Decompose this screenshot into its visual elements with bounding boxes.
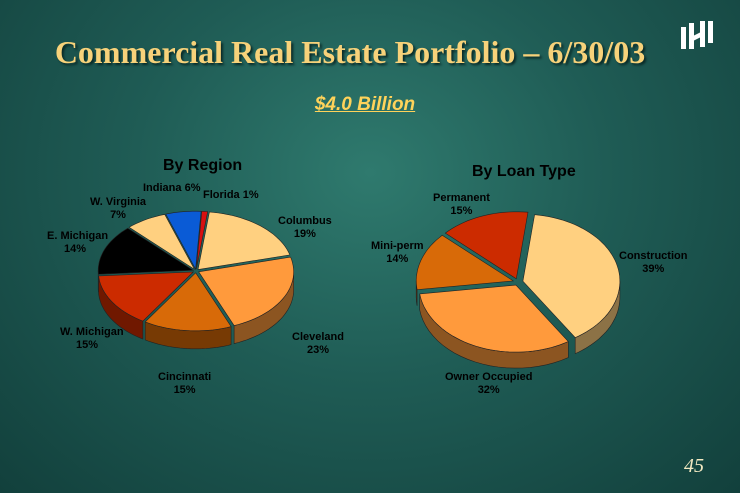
- huntington-logo-icon: [681, 21, 713, 49]
- label-e-michigan: E. Michigan 14%: [47, 230, 109, 255]
- slice-e-michigan: [97, 227, 195, 275]
- label-cincinnati: Cincinnati 15%: [158, 371, 212, 396]
- page-number: 45: [684, 455, 704, 477]
- label-cleveland: Cleveland 23%: [292, 331, 344, 356]
- label-columbus: Columbus 19%: [278, 215, 332, 240]
- loantype-chart-title: By Loan Type: [472, 163, 576, 180]
- region-pie: [97, 210, 295, 350]
- label-w-michigan: W. Michigan 15%: [60, 326, 124, 351]
- label-owner-occupied: Owner Occupied 32%: [445, 371, 533, 396]
- slice-columbus: [197, 211, 291, 270]
- slice-w-virginia: [128, 214, 195, 270]
- slice-florida: [196, 211, 209, 270]
- label-w-virginia: W. Virginia 7%: [90, 196, 147, 221]
- region-chart-title: By Region: [163, 157, 243, 174]
- slice-cincinnati: [144, 272, 232, 332]
- portfolio-total: $4.0 Billion: [314, 94, 416, 115]
- slice-indiana: [165, 210, 202, 271]
- label-indiana: Indiana 6%: [143, 182, 201, 194]
- slice-permanent: [444, 211, 529, 280]
- slice-owner-occupied: [419, 284, 569, 353]
- label-permanent: Permanent 15%: [433, 192, 490, 217]
- slice-w-michigan: [98, 271, 195, 322]
- label-construction: Construction 39%: [619, 250, 688, 275]
- page-title: Commercial Real Estate Portfolio – 6/30/…: [54, 34, 646, 70]
- slice-cleveland: [198, 256, 295, 326]
- slice-construction: [522, 214, 621, 338]
- label-florida: Florida 1%: [203, 189, 259, 201]
- loantype-pie: [415, 211, 621, 369]
- slice-mini-perm: [415, 234, 515, 291]
- label-mini-perm: Mini-perm 14%: [371, 240, 424, 265]
